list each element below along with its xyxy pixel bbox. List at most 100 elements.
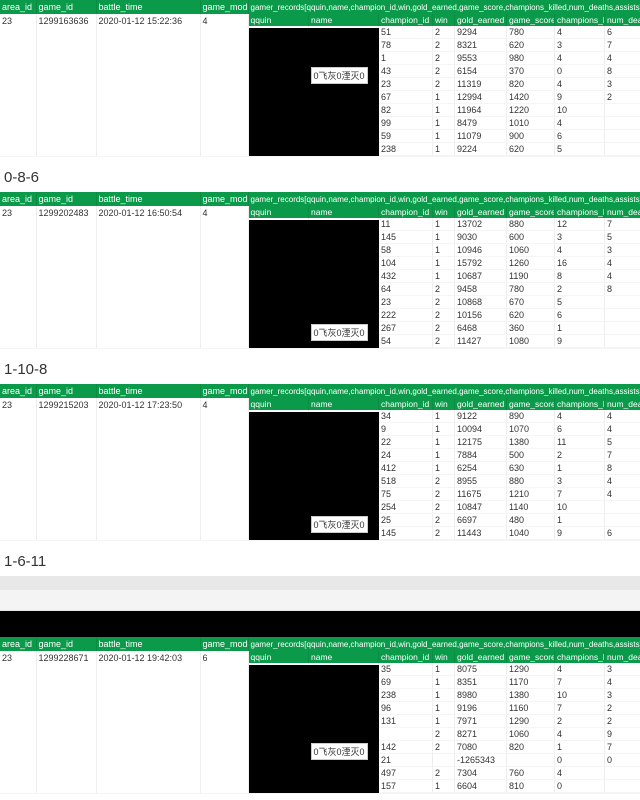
cell-champions_killed: 4 xyxy=(555,52,605,65)
cell-champion_id: 432 xyxy=(379,270,433,283)
cell-gold_earned: 10094 xyxy=(455,423,507,436)
cell-champion_id: 99 xyxy=(379,117,433,130)
outer-header-cell: gamer_records[qquin,name,champion_id,win… xyxy=(248,0,640,14)
records-cell: qquinnamechampion_idwingold_earnedgame_s… xyxy=(248,14,640,157)
cell-champion_id: 51 xyxy=(379,26,433,39)
cell-win: 2 xyxy=(433,475,455,488)
outer-table: area_idgame_idbattle_timegame_modegamer_… xyxy=(0,637,640,794)
cell-champions_killed: 6 xyxy=(555,423,605,436)
cell-gold_earned: 10156 xyxy=(455,309,507,322)
cell-champion_id: 131 xyxy=(379,715,433,728)
cell-champions_killed: 0 xyxy=(555,754,605,767)
outer-table: area_idgame_idbattle_timegame_modegamer_… xyxy=(0,0,640,157)
cell-num_deaths: 7 xyxy=(605,449,640,462)
cell-game_score: 1060 xyxy=(507,728,555,741)
cell-num_deaths: 2 xyxy=(605,91,640,104)
cell-win: 2 xyxy=(433,39,455,52)
cell-champions_killed: 3 xyxy=(555,39,605,52)
cell-game_score: 620 xyxy=(507,143,555,156)
records-cell: qquinnamechampion_idwingold_earnedgame_s… xyxy=(248,651,640,794)
cell-num_deaths: 4 xyxy=(605,475,640,488)
cell-num_deaths: 4 xyxy=(605,423,640,436)
outer-header-cell: area_id xyxy=(0,0,36,14)
cell-win: 1 xyxy=(433,436,455,449)
browser-tab-bar xyxy=(0,576,640,590)
cell-win: 1 xyxy=(433,143,455,156)
cell-champion_id: 222 xyxy=(379,309,433,322)
cell-champions_killed: 4 xyxy=(555,767,605,780)
outer-header-cell: battle_time xyxy=(96,384,200,398)
cell-win: 2 xyxy=(433,501,455,514)
cell-champion_id: 1 xyxy=(379,52,433,65)
cell-champion_id: 67 xyxy=(379,91,433,104)
browser-url-bar[interactable] xyxy=(0,590,640,611)
inner-header-cell: game_score xyxy=(507,651,555,663)
cell-gold_earned: 10946 xyxy=(455,244,507,257)
cell-champion_id: 157 xyxy=(379,780,433,793)
cell-win: 2 xyxy=(433,283,455,296)
cell-win: 1 xyxy=(433,104,455,117)
cell-champion_id: 23 xyxy=(379,296,433,309)
cell-champions_killed: 4 xyxy=(555,117,605,130)
record-section: 1-10-8area_idgame_idbattle_timegame_mode… xyxy=(0,355,640,541)
cell-gold_earned: 6254 xyxy=(455,462,507,475)
cell-gold_earned: 7971 xyxy=(455,715,507,728)
inner-header-cell: champions_killed xyxy=(555,14,605,26)
cell-champions_killed: 0 xyxy=(555,780,605,793)
outer-cell-game_mode: 4 xyxy=(200,398,248,541)
outer-header-cell: game_mode xyxy=(200,384,248,398)
cell-num_deaths: 4 xyxy=(605,257,640,270)
cell-win: 1 xyxy=(433,702,455,715)
outer-cell-game_mode: 4 xyxy=(200,14,248,157)
cell-game_score: 820 xyxy=(507,741,555,754)
cell-champion_id: 22 xyxy=(379,436,433,449)
inner-header-cell: gold_earned xyxy=(455,14,507,26)
cell-gold_earned: 8980 xyxy=(455,689,507,702)
cell-win: 1 xyxy=(433,410,455,423)
cell-gold_earned: 10847 xyxy=(455,501,507,514)
cell-champions_killed: 11 xyxy=(555,436,605,449)
cell-game_score: 1290 xyxy=(507,715,555,728)
cell-win xyxy=(433,754,455,767)
record-section: area_idgame_idbattle_timegame_modegamer_… xyxy=(0,0,640,157)
outer-cell-game_mode: 4 xyxy=(200,206,248,349)
cell-champion_id: 69 xyxy=(379,676,433,689)
cell-game_score: 1190 xyxy=(507,270,555,283)
cell-champions_killed: 1 xyxy=(555,462,605,475)
cell-win: 2 xyxy=(433,728,455,741)
black-strip xyxy=(0,611,640,637)
outer-header-cell: gamer_records[qquin,name,champion_id,win… xyxy=(248,637,640,651)
cell-win: 1 xyxy=(433,117,455,130)
outer-cell-battle_time: 2020-01-12 15:22:36 xyxy=(96,14,200,157)
table-wrap: area_idgame_idbattle_timegame_modegamer_… xyxy=(0,0,640,157)
cell-champions_killed: 4 xyxy=(555,78,605,91)
cell-num_deaths xyxy=(605,335,640,348)
cell-num_deaths: 5 xyxy=(605,436,640,449)
cell-champion_id: 21 xyxy=(379,754,433,767)
cell-num_deaths: 3 xyxy=(605,663,640,676)
cell-game_score: 1060 xyxy=(507,244,555,257)
cell-gold_earned: 9553 xyxy=(455,52,507,65)
section-label: 1-6-11 xyxy=(0,547,640,576)
cell-win: 1 xyxy=(433,423,455,436)
record-section: 0-8-6area_idgame_idbattle_timegame_modeg… xyxy=(0,163,640,349)
cell-game_score: 1220 xyxy=(507,104,555,117)
cell-win: 2 xyxy=(433,65,455,78)
cell-num_deaths: 4 xyxy=(605,488,640,501)
cell-num_deaths: 6 xyxy=(605,26,640,39)
cell-num_deaths: 0 xyxy=(605,754,640,767)
cell-champions_killed: 2 xyxy=(555,449,605,462)
cell-num_deaths xyxy=(605,767,640,780)
inner-header-cell: champions_killed xyxy=(555,206,605,218)
name-chip: 0飞灰0湮灭0 xyxy=(311,743,368,760)
cell-gold_earned: 11675 xyxy=(455,488,507,501)
cell-win: 1 xyxy=(433,91,455,104)
cell-win: 1 xyxy=(433,231,455,244)
cell-champion_id: 254 xyxy=(379,501,433,514)
cell-game_score: 1010 xyxy=(507,117,555,130)
cell-champions_killed: 7 xyxy=(555,676,605,689)
cell-win: 2 xyxy=(433,741,455,754)
cell-num_deaths: 2 xyxy=(605,715,640,728)
cell-game_score: 1080 xyxy=(507,335,555,348)
cell-win: 2 xyxy=(433,767,455,780)
